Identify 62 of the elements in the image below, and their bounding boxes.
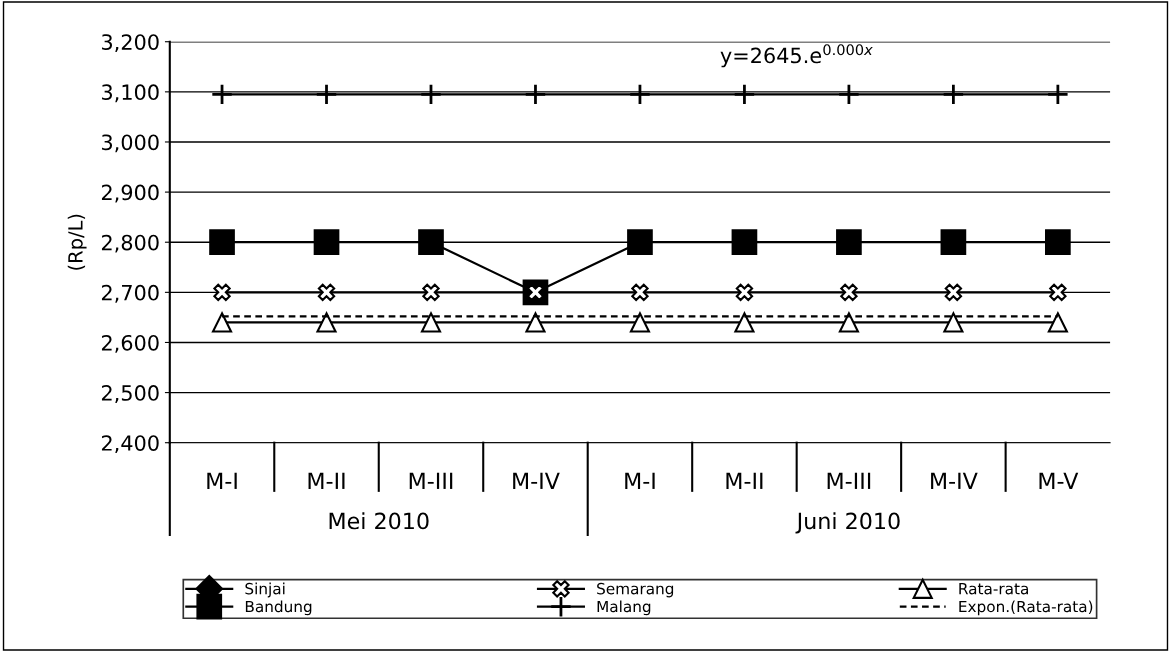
y-tick-label: 2,600 [101, 334, 159, 353]
x-tick-label: M-I [207, 472, 237, 489]
point [631, 283, 649, 302]
y-tick-label: 3,100 [102, 84, 159, 103]
point [1049, 283, 1067, 302]
point [731, 229, 758, 256]
y-tick-label: 2,900 [101, 184, 159, 203]
x-tick-label: M-IV [513, 472, 560, 489]
x-tick-label: M-II [308, 472, 345, 489]
point [419, 83, 443, 106]
point [213, 283, 231, 302]
point [420, 312, 442, 333]
point [838, 312, 859, 333]
x-tick-label: M-III [827, 472, 871, 489]
annotation: y=2645.e$^{0.000x}$ [720, 44, 873, 68]
y-tick-label: 3,200 [102, 34, 159, 53]
point [627, 229, 653, 256]
point [1046, 83, 1069, 106]
point [211, 312, 233, 333]
x-tick-label: M-IV [931, 472, 978, 489]
text: Mei 2010 [329, 512, 429, 530]
point [837, 83, 861, 106]
point [944, 283, 963, 302]
point [315, 83, 338, 106]
legend-label: Bandung [245, 600, 312, 616]
legend-label: Semarang [597, 582, 674, 598]
point [1045, 229, 1071, 256]
point [734, 312, 755, 333]
point [940, 229, 967, 256]
y-tick-label: 2,800 [101, 234, 159, 253]
y-tick-label: 2,700 [101, 284, 159, 303]
text: Juni 2010 [795, 512, 900, 534]
x-tick-label: M-II [726, 472, 763, 489]
y-tick-label: 2,500 [101, 385, 159, 403]
x-tick-label: M-I [625, 472, 655, 489]
point [418, 229, 444, 256]
point [836, 229, 862, 256]
point [629, 312, 651, 333]
point [313, 229, 340, 256]
y-tick-label: 3,000 [102, 134, 159, 153]
point [840, 283, 858, 302]
point [733, 83, 756, 106]
point [628, 83, 652, 106]
point [735, 283, 754, 302]
point [210, 83, 234, 106]
point [209, 229, 235, 256]
point [525, 312, 546, 333]
point [942, 83, 965, 106]
point [524, 83, 547, 106]
y-axis-title: (Rp/L) [67, 214, 87, 270]
legend-label: Rata-rata [959, 583, 1028, 595]
point [317, 283, 336, 302]
y-tick-label: 2,400 [101, 435, 159, 454]
legend-label: Sinjai [245, 582, 285, 598]
x-tick-label: M-V [1039, 472, 1079, 489]
point [316, 312, 337, 333]
point [1047, 312, 1068, 333]
point [943, 312, 964, 333]
legend-label: Malang [597, 600, 651, 616]
point [422, 283, 440, 302]
x-tick-label: M-III [409, 472, 453, 489]
legend-label: Expon.(Rata-rata) [959, 600, 1093, 616]
